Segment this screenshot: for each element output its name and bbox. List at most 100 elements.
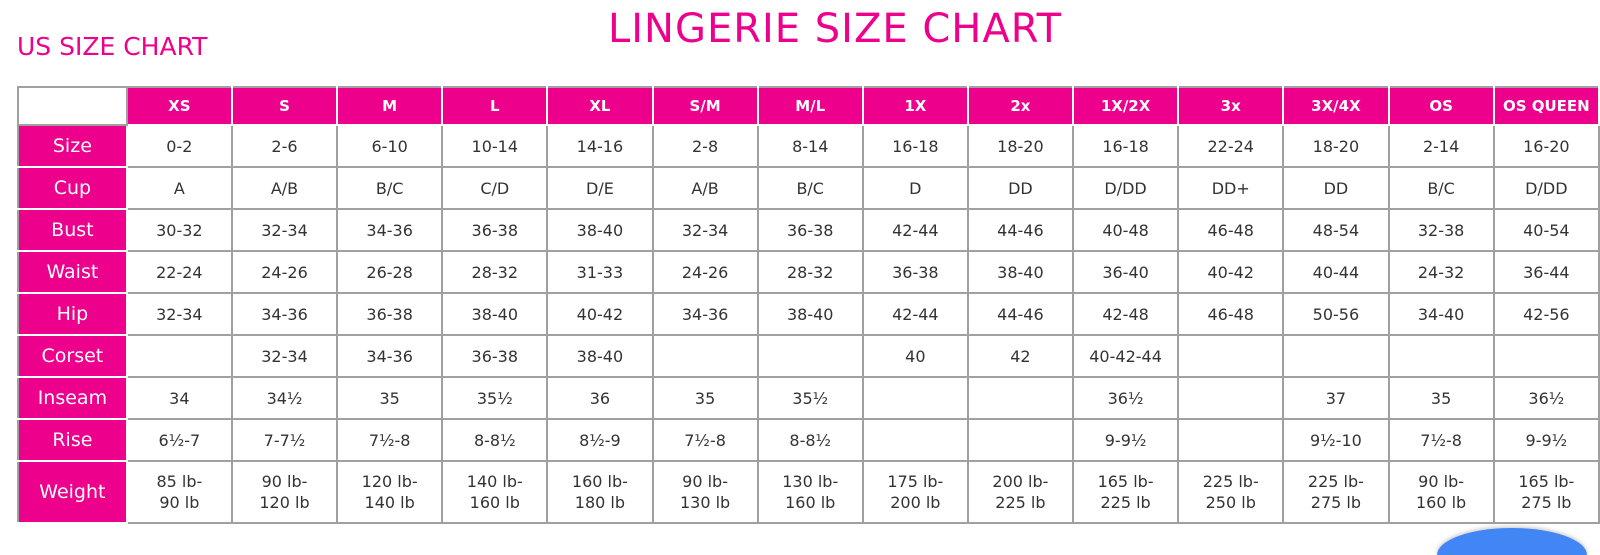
table-cell: 7-7½ — [230, 418, 339, 462]
table-cell: 22-24 — [125, 250, 233, 294]
table-cell: 40-44 — [1282, 250, 1390, 294]
table-cell: 22-24 — [1177, 124, 1285, 168]
table-cell: 160 lb- 180 lb — [546, 460, 654, 524]
table-cell: 35 — [1387, 376, 1495, 420]
cell-line: 165 lb- — [1097, 472, 1154, 491]
column-header: 3x — [1177, 86, 1285, 126]
table-cell: D/E — [546, 166, 654, 210]
column-header: XL — [546, 86, 654, 126]
table-cell: 9½-10 — [1282, 418, 1390, 462]
row-header: Hip — [17, 292, 128, 336]
table-cell: 165 lb- 275 lb — [1492, 460, 1600, 524]
row-header: Weight — [17, 460, 128, 524]
table-cell: C/D — [441, 166, 549, 210]
table-cell: 36-38 — [441, 334, 549, 378]
table-cell: 16-18 — [1071, 124, 1180, 168]
table-cell: B/C — [1387, 166, 1495, 210]
table-cell — [1177, 418, 1285, 462]
table-cell — [1177, 334, 1285, 378]
table-row: Cup A A/B B/C C/D D/E A/B B/C D DD D/DD DD+ DD B/C D/D… — [17, 166, 1600, 210]
table-cell: 24-32 — [1387, 250, 1495, 294]
table-cell: 40-48 — [1071, 208, 1180, 252]
table-cell: 36-40 — [1071, 250, 1180, 294]
table-cell: 8-8½ — [756, 418, 864, 462]
table-cell: B/C — [756, 166, 864, 210]
column-header: 1X — [861, 86, 969, 126]
table-cell: 32-38 — [1387, 208, 1495, 252]
chat-button[interactable] — [1437, 528, 1587, 555]
table-cell: D/DD — [1492, 166, 1600, 210]
table-cell: 40-42 — [1177, 250, 1285, 294]
table-cell: 42 — [966, 334, 1074, 378]
cell-line: 160 lb- — [571, 472, 628, 491]
table-cell: 28-32 — [756, 250, 864, 294]
cell-line: 160 lb — [469, 493, 520, 512]
table-cell: 42-56 — [1492, 292, 1600, 336]
column-header: 1X/2X — [1071, 86, 1180, 126]
table-row: Hip 32-34 34-36 36-38 38-40 40-42 34-36 38-40 42… — [17, 292, 1600, 336]
table-cell: 16-20 — [1492, 124, 1600, 168]
table-cell: 6½-7 — [125, 418, 233, 462]
cell-line: 130 lb — [679, 493, 731, 512]
table-cell: 36-38 — [756, 208, 864, 252]
table-cell: 165 lb- 225 lb — [1071, 460, 1180, 524]
table-cell: 30-32 — [125, 208, 233, 252]
table-cell: 90 lb- 120 lb — [230, 460, 339, 524]
row-header: Inseam — [17, 376, 128, 420]
table-cell: 34-36 — [230, 292, 339, 336]
row-header: Waist — [17, 250, 128, 294]
table-cell: 40-54 — [1492, 208, 1600, 252]
table-cell: 31-33 — [546, 250, 654, 294]
table-cell: 24-26 — [651, 250, 759, 294]
row-header: Bust — [17, 208, 128, 252]
cell-line: 90 lb — [159, 493, 200, 512]
column-header: L — [441, 86, 549, 126]
cell-line: 130 lb- — [782, 472, 839, 491]
table-cell: 38-40 — [546, 208, 654, 252]
table-cell: 36-38 — [336, 292, 444, 336]
cell-line: 180 lb — [574, 493, 626, 512]
table-cell: 40-42 — [546, 292, 654, 336]
table-cell: 38-40 — [756, 292, 864, 336]
cell-line: 85 lb- — [156, 472, 203, 491]
table-cell: 38-40 — [441, 292, 549, 336]
table-cell: 28-32 — [441, 250, 549, 294]
cell-line: 160 lb — [1415, 493, 1467, 512]
cell-line: 250 lb — [1205, 493, 1256, 512]
cell-line: 200 lb- — [992, 472, 1049, 491]
table-cell: 42-48 — [1071, 292, 1180, 336]
table-cell: 2-6 — [230, 124, 339, 168]
table-cell: 90 lb- 130 lb — [651, 460, 759, 524]
table-cell — [966, 376, 1074, 420]
cell-line: 225 lb — [995, 493, 1046, 512]
cell-line: 200 lb — [890, 493, 941, 512]
table-cell: 40-42-44 — [1071, 334, 1180, 378]
table-cell: 26-28 — [336, 250, 444, 294]
cell-line: 90 lb- — [682, 472, 728, 491]
table-cell: 7½-8 — [1387, 418, 1495, 462]
table-cell: 46-48 — [1177, 292, 1285, 336]
table-row: Bust 30-32 32-34 34-36 36-38 38-40 32-34 36-38 4… — [17, 208, 1600, 252]
table-cell: 34 — [125, 376, 233, 420]
size-chart-table: XS S M L XL S/M M/L 1X 2x 1X/2X 3x 3X/4X OS OS QUEEN … — [17, 86, 1600, 524]
column-header: 3X/4X — [1282, 86, 1390, 126]
table-cell — [651, 334, 759, 378]
table-cell: 35½ — [441, 376, 549, 420]
row-header: Cup — [17, 166, 128, 210]
table-cell — [1387, 334, 1495, 378]
table-cell: 2-8 — [651, 124, 759, 168]
table-cell: 200 lb- 225 lb — [966, 460, 1074, 524]
row-header: Size — [17, 124, 128, 168]
table-cell: 32-34 — [230, 208, 339, 252]
cell-line: 120 lb- — [361, 472, 418, 491]
table-cell: D — [861, 166, 969, 210]
table-cell: 8-8½ — [441, 418, 549, 462]
table-cell: 85 lb- 90 lb — [125, 460, 233, 524]
table-cell: 9-9½ — [1492, 418, 1600, 462]
table-cell: 35 — [651, 376, 759, 420]
table-cell: 7½-8 — [651, 418, 759, 462]
cell-line: 165 lb- — [1518, 472, 1575, 491]
column-header: OS — [1387, 86, 1495, 126]
cell-line: 225 lb- — [1202, 472, 1259, 491]
table-cell: 37 — [1282, 376, 1390, 420]
